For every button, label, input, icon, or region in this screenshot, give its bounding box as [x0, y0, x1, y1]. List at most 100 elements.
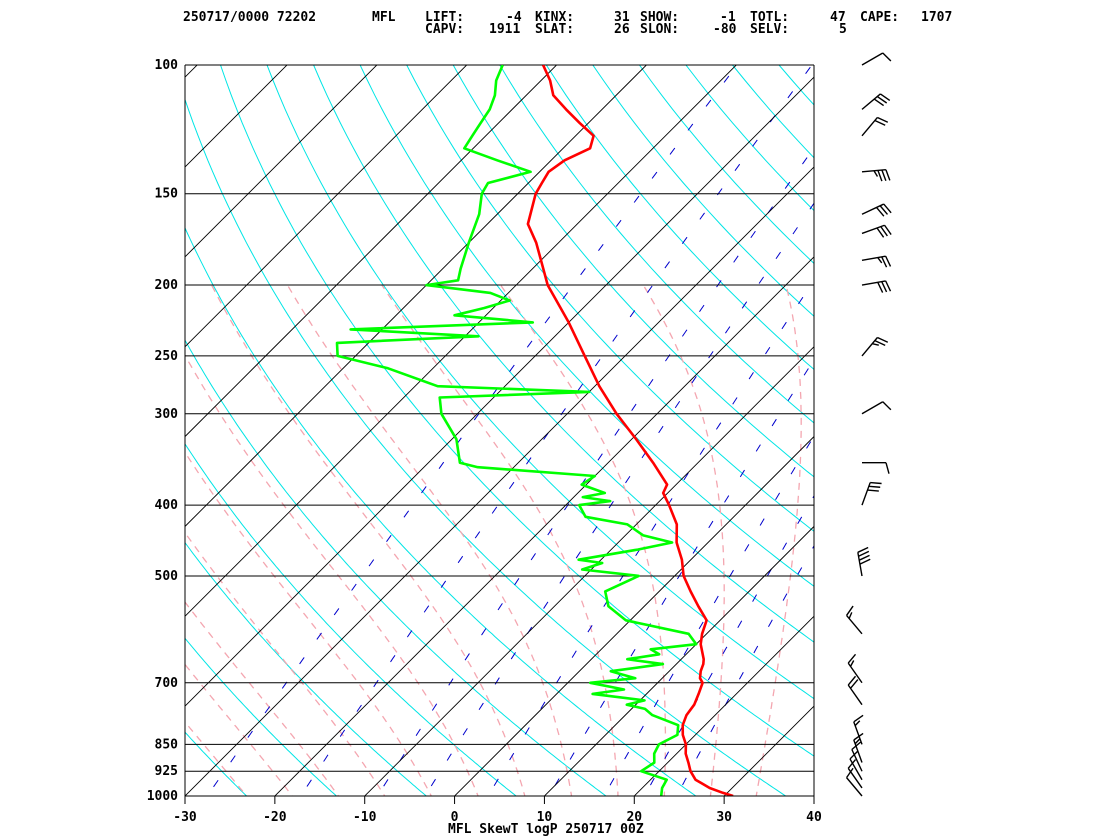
dry-adiabat-line [185, 731, 248, 796]
wind-barb [861, 93, 891, 110]
dry-adiabat-line [185, 98, 787, 796]
dry-adiabat-line [359, 65, 814, 587]
wind-barb-feather [874, 339, 886, 346]
wind-barb-feather [853, 714, 864, 723]
isotherm-line [185, 65, 648, 528]
dry-adiabat-line [185, 637, 338, 796]
wind-barb-feather [868, 485, 881, 488]
isotherm-line [185, 65, 378, 258]
wind-barb [845, 605, 863, 635]
dry-adiabat-line [313, 65, 814, 643]
wind-barb-feather [847, 759, 857, 769]
pressure-tick-label: 700 [155, 676, 179, 691]
header-slat-value: 26 [614, 22, 630, 37]
wind-barb-feather [872, 342, 879, 346]
wind-barb [847, 675, 863, 706]
dry-adiabat-line [185, 443, 517, 796]
wind-barb-feather [854, 720, 861, 727]
temperature-tick-label: 40 [806, 810, 822, 825]
wind-barb-feather [867, 489, 879, 492]
header-capv-label: CAPV: [425, 22, 465, 37]
header-slon-label: SLON: [640, 22, 680, 37]
header-lift-label: LIFT: [425, 10, 465, 25]
dewpoint-profile-line [335, 65, 698, 796]
temperature-profile-line [526, 65, 734, 796]
header-timestamp-station: 250717/0000 72202 [183, 10, 317, 25]
wind-barb-feather [876, 95, 888, 104]
wind-barb-staff [861, 117, 878, 137]
moist-adiabat-line [642, 284, 725, 796]
isotherm-line [185, 65, 198, 78]
temperature-tick-label: -10 [353, 810, 377, 825]
sounding-profiles [335, 65, 734, 796]
dry-adiabat-line [219, 65, 814, 757]
moist-adiabat-line [185, 531, 386, 796]
mixing-ratio-line [206, 65, 738, 796]
wind-barb-feather [854, 738, 861, 745]
wind-barb-feather [885, 255, 892, 267]
wind-barbs [845, 52, 892, 797]
wind-barb [847, 759, 863, 789]
temperature-tick-label: 20 [626, 810, 642, 825]
wind-barb-staff [847, 767, 863, 789]
header-selv-value: 5 [839, 22, 847, 37]
temperature-tick-label: 0 [451, 810, 459, 825]
isotherm-line [633, 615, 814, 796]
wind-barb-feather [848, 612, 853, 619]
pressure-tick-label: 100 [155, 58, 179, 73]
chart-footer-caption: MFL SkewT logP 250717 00Z [448, 822, 644, 837]
wind-barb-feather [877, 116, 889, 123]
isotherm-line [274, 256, 814, 796]
pressure-tick-label: 850 [155, 737, 179, 752]
wind-barb-feather [882, 401, 892, 411]
wind-barb [861, 203, 892, 217]
wind-barb-feather [880, 226, 888, 237]
wind-barb-feather [885, 280, 892, 292]
isotherm-line [813, 795, 814, 796]
wind-barb [849, 750, 863, 781]
wind-barb [861, 481, 882, 506]
wind-barb [853, 714, 864, 745]
wind-barb-feather [845, 605, 854, 616]
moist-adiabat-line [185, 721, 248, 796]
wind-barb-feather [858, 554, 870, 561]
moist-adiabat-line [500, 284, 667, 796]
wind-barb-feather [879, 93, 891, 102]
temperature-tick-label: 30 [716, 810, 732, 825]
mixing-ratio-line [376, 146, 814, 796]
mixing-ratio-line [424, 202, 814, 796]
wind-barb-feather [857, 546, 869, 553]
mixing-ratio-line [487, 279, 814, 796]
wind-barb [861, 255, 892, 268]
wind-barb-feather [845, 767, 854, 779]
moist-adiabat-line [185, 354, 479, 796]
header-cape-label: CAPE: [860, 10, 900, 25]
wind-barb-feather [874, 119, 886, 126]
wind-barb-staff [861, 52, 884, 66]
header-selv-label: SELV: [750, 22, 790, 37]
header-show-label: SHOW: [640, 10, 680, 25]
dry-adiabat-line [185, 339, 607, 796]
wind-barb-feather [877, 257, 883, 264]
wind-barb-feather [883, 224, 892, 235]
header-lift-value: -4 [506, 10, 522, 25]
wind-barb-feather [849, 660, 855, 667]
wind-barb [861, 224, 892, 238]
wind-barb-feather [882, 52, 892, 62]
diagram-grid [185, 49, 1120, 812]
dry-adiabat-line [638, 65, 814, 265]
wind-barb-staff [861, 337, 878, 357]
wind-barb-staff [846, 777, 863, 797]
wind-barb-feather [847, 653, 857, 664]
wind-barb [847, 653, 863, 684]
wind-barb [861, 169, 891, 182]
wind-barb [861, 336, 889, 357]
wind-barb-feather [881, 256, 888, 268]
dry-adiabat-line [811, 49, 1120, 812]
dry-adiabat-line [185, 541, 428, 796]
wind-barb-feather [875, 206, 885, 217]
isobar-lines [185, 64, 814, 797]
wind-barb [862, 462, 890, 474]
header-totl-value: 47 [830, 10, 846, 25]
